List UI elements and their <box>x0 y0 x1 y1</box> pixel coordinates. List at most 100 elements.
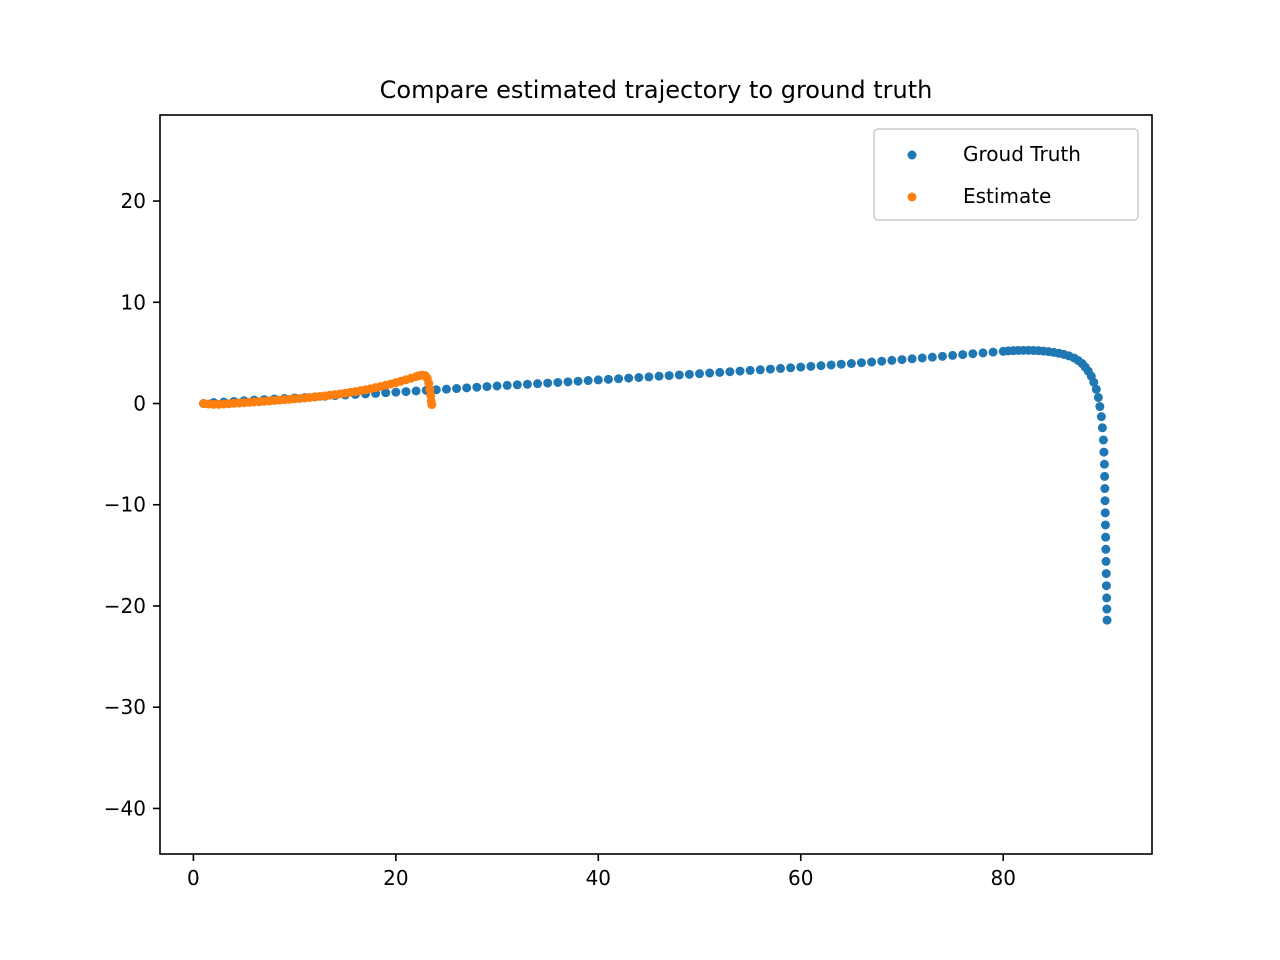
data-point <box>1089 377 1099 387</box>
series-groud-truth <box>199 345 1112 625</box>
data-point <box>1102 604 1112 614</box>
data-point <box>1096 412 1106 422</box>
y-axis: −40 −30 −20 −10 0 10 20 <box>104 189 160 820</box>
data-point <box>927 352 937 362</box>
data-point <box>1100 471 1110 481</box>
data-point <box>492 381 502 391</box>
data-point <box>978 348 988 358</box>
data-point <box>512 380 522 390</box>
data-point <box>907 354 917 364</box>
data-point <box>1093 392 1103 402</box>
y-tick-label: −30 <box>104 695 146 719</box>
data-point <box>968 349 978 359</box>
y-tick-label: −40 <box>104 796 146 820</box>
data-point <box>411 386 421 396</box>
data-point <box>948 350 958 360</box>
data-point <box>988 347 998 357</box>
plot-area <box>160 115 1152 854</box>
data-point <box>776 363 786 373</box>
data-point <box>603 374 613 384</box>
data-point <box>427 400 437 410</box>
data-point <box>391 387 401 397</box>
data-point <box>573 376 583 386</box>
data-point <box>887 355 897 365</box>
x-tick-label: 60 <box>788 866 813 890</box>
data-point <box>856 358 866 368</box>
data-point <box>877 356 887 366</box>
data-point <box>654 371 664 381</box>
x-tick-label: 20 <box>383 866 408 890</box>
y-tick-label: 10 <box>121 290 146 314</box>
data-point <box>745 365 755 375</box>
x-tick-label: 40 <box>586 866 611 890</box>
data-point <box>401 387 411 397</box>
data-point <box>897 355 907 365</box>
data-point <box>1101 569 1111 579</box>
data-point <box>543 378 553 388</box>
data-point <box>1100 496 1110 506</box>
data-point <box>522 379 532 389</box>
data-point <box>563 377 573 387</box>
data-point <box>867 357 877 367</box>
data-point <box>725 367 735 377</box>
data-point <box>674 370 684 380</box>
legend-box <box>873 128 1139 221</box>
data-point <box>452 384 462 394</box>
data-point <box>816 361 826 371</box>
data-point <box>937 351 947 361</box>
data-point <box>1095 402 1105 412</box>
data-point <box>836 359 846 369</box>
chart-title: Compare estimated trajectory to ground t… <box>380 76 933 104</box>
plot-frame <box>159 114 1153 855</box>
data-point <box>644 372 654 382</box>
x-tick-label: 80 <box>990 866 1015 890</box>
y-tick-label: −10 <box>104 493 146 517</box>
data-point <box>1099 459 1109 469</box>
data-point <box>1101 532 1111 542</box>
data-point <box>502 380 512 390</box>
data-point <box>826 360 836 370</box>
series-estimate <box>199 370 437 410</box>
data-point <box>472 382 482 392</box>
data-point <box>381 388 391 398</box>
legend-marker-estimate <box>907 192 917 202</box>
data-point <box>786 363 796 373</box>
data-point <box>1100 508 1110 518</box>
data-point <box>1102 615 1112 625</box>
data-point <box>1102 593 1112 603</box>
x-axis: 0 20 40 60 80 <box>187 854 1016 890</box>
data-point <box>1100 484 1110 494</box>
data-point <box>1100 520 1110 530</box>
y-tick-label: 0 <box>133 392 146 416</box>
data-point <box>533 379 543 389</box>
data-point <box>684 369 694 379</box>
data-point <box>917 353 927 363</box>
data-point <box>755 365 765 375</box>
data-point <box>553 377 563 387</box>
legend: Groud Truth Estimate <box>873 128 1139 221</box>
data-point <box>583 376 593 386</box>
data-point <box>806 361 816 371</box>
data-point <box>1098 435 1108 445</box>
data-point <box>796 362 806 372</box>
data-point <box>664 371 674 381</box>
data-point <box>634 372 644 382</box>
data-point <box>441 384 451 394</box>
data-point <box>705 368 715 378</box>
data-point <box>624 373 634 383</box>
data-point <box>1101 544 1111 554</box>
data-point <box>1091 384 1101 394</box>
data-point <box>462 383 472 393</box>
data-point <box>431 385 441 395</box>
y-tick-label: −20 <box>104 594 146 618</box>
x-tick-label: 0 <box>187 866 200 890</box>
data-point <box>958 350 968 360</box>
data-point <box>695 369 705 379</box>
data-point <box>593 375 603 385</box>
data-point <box>846 359 856 369</box>
data-point <box>735 366 745 376</box>
legend-marker-ground-truth <box>907 150 917 160</box>
y-tick-label: 20 <box>121 189 146 213</box>
data-point <box>765 364 775 374</box>
